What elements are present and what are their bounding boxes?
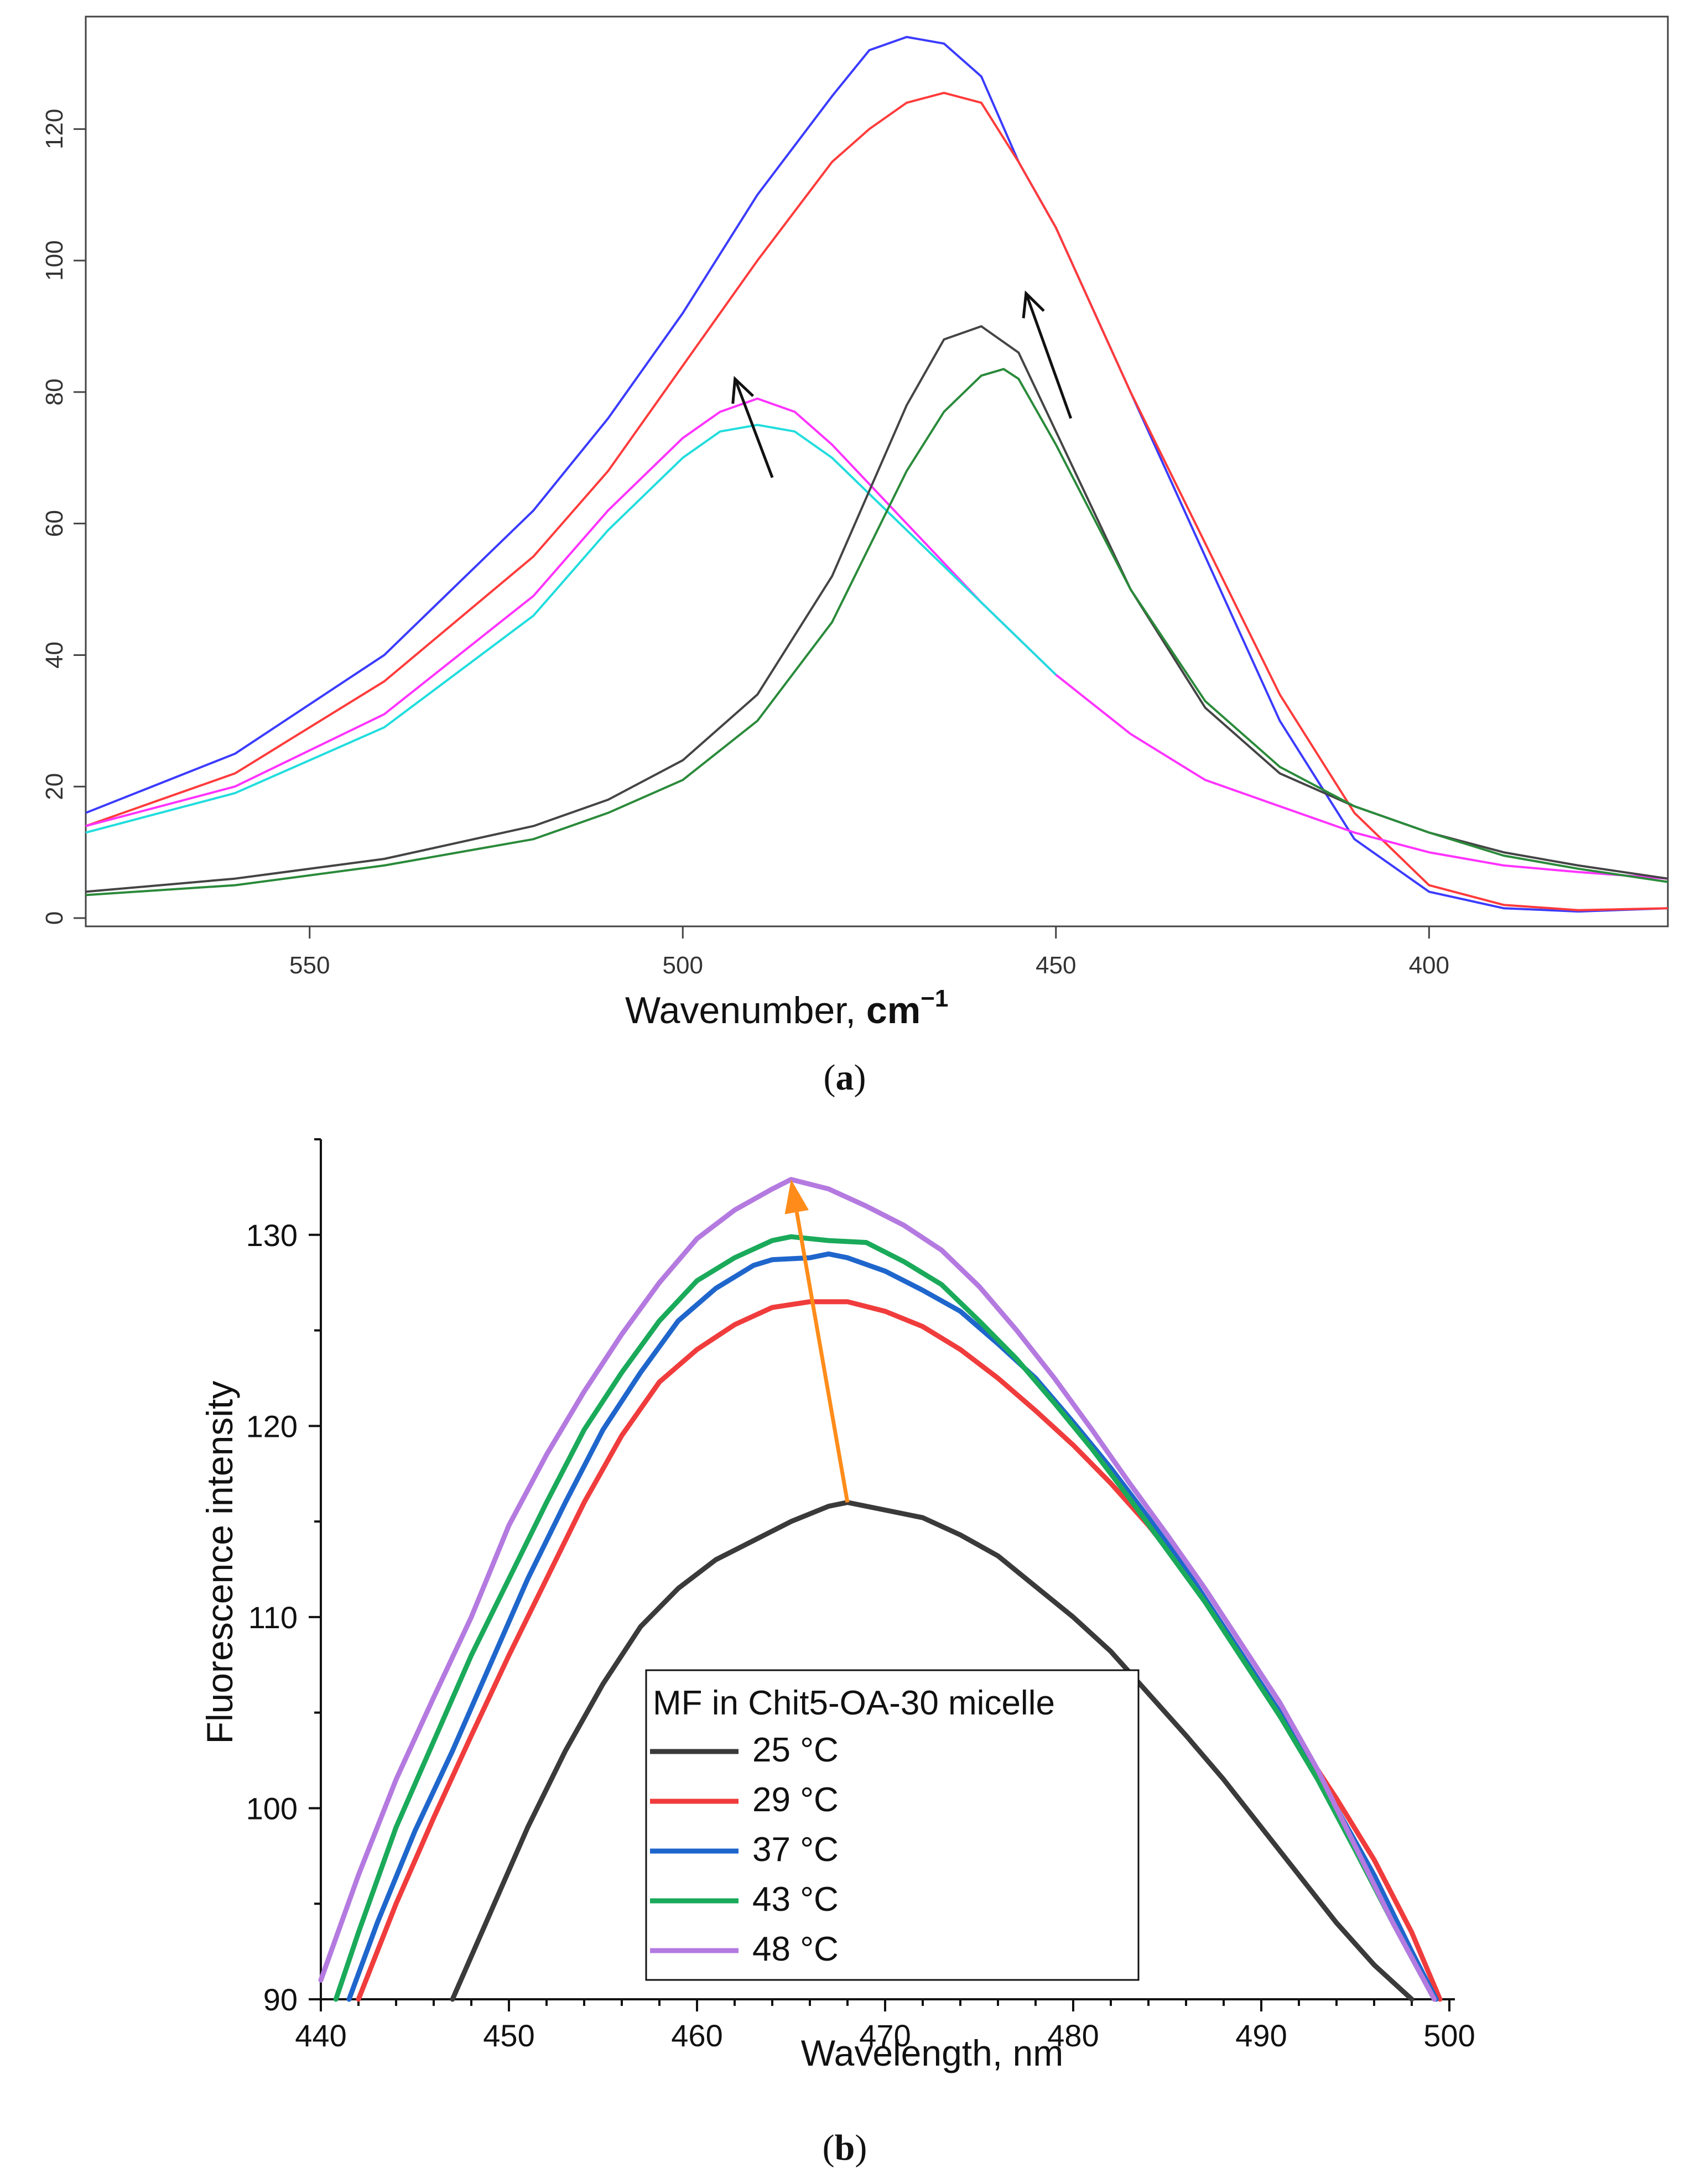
trend-arrow-head bbox=[731, 376, 755, 404]
x-tick-label: 450 bbox=[483, 2018, 534, 2053]
y-tick-label: 120 bbox=[41, 109, 68, 149]
legend-item: 43 °C bbox=[650, 1880, 839, 1919]
x-tick-label: 440 bbox=[295, 2018, 346, 2053]
trend-arrow-shaft bbox=[794, 1212, 850, 1503]
y-tick-label: 80 bbox=[41, 378, 68, 405]
legend-label: 29 °C bbox=[752, 1781, 839, 1819]
trend-arrow-head bbox=[784, 1179, 809, 1215]
panel-a-annotations bbox=[731, 290, 1073, 478]
series-gray-line bbox=[85, 325, 1668, 893]
y-tick-label: 110 bbox=[248, 1600, 298, 1635]
panel-b-x-axis: 440 450 460 470 480 490 500 bbox=[295, 1999, 1475, 2053]
legend-item: 48 °C bbox=[650, 1930, 839, 1968]
y-tick-label: 90 bbox=[263, 1982, 298, 2017]
legend-title: MF in Chit5-OA-30 micelle bbox=[653, 1684, 1055, 1722]
y-tick-label: 100 bbox=[246, 1791, 298, 1826]
trend-arrow bbox=[784, 1179, 850, 1503]
panel-b-series-group bbox=[318, 1177, 1443, 2002]
legend-label: 48 °C bbox=[752, 1930, 839, 1968]
legend-box bbox=[645, 1669, 1140, 1981]
panel-b-annotations bbox=[784, 1179, 850, 1503]
y-tick-label: 0 bbox=[41, 911, 68, 925]
trend-arrow bbox=[1022, 290, 1073, 419]
legend-item: 29 °C bbox=[650, 1781, 839, 1819]
legend-label: 43 °C bbox=[752, 1880, 839, 1919]
series-line bbox=[318, 1177, 1437, 2002]
series-magenta-line bbox=[85, 397, 1668, 880]
trend-arrow bbox=[731, 376, 774, 478]
panel-b-y-axis-label: Fluorescence intensity bbox=[199, 1381, 240, 1744]
series-cyan-line bbox=[85, 424, 1057, 834]
x-tick-label: 550 bbox=[289, 952, 330, 979]
x-tick-label: 480 bbox=[1047, 2018, 1099, 2053]
trend-arrow-shaft bbox=[734, 378, 774, 478]
y-tick-label: 60 bbox=[41, 510, 68, 537]
panel-a: 0 20 40 60 80 100 120 550 500 450 400 Wavenumber,… bbox=[41, 15, 1669, 1098]
panel-a-x-axis-label: Wavenumber, cm−1 bbox=[625, 985, 948, 1031]
panel-a-series-group bbox=[85, 35, 1668, 913]
x-tick-label: 500 bbox=[663, 952, 703, 979]
panel-a-y-axis: 0 20 40 60 80 100 120 bbox=[41, 109, 86, 925]
y-tick-label: 20 bbox=[41, 773, 68, 800]
panel-a-frame bbox=[85, 15, 1669, 927]
panel-b-y-axis: 90 100 110 120 130 bbox=[246, 1138, 321, 2017]
legend-item: 25 °C bbox=[650, 1731, 839, 1769]
panel-a-x-axis: 550 500 450 400 bbox=[289, 926, 1449, 979]
x-tick-label: 400 bbox=[1409, 952, 1449, 979]
x-tick-label: 500 bbox=[1423, 2018, 1475, 2053]
series-red-line bbox=[85, 91, 1668, 911]
trend-arrow-head bbox=[1022, 290, 1045, 319]
panel-a-caption: (a) bbox=[824, 1057, 866, 1098]
x-tick-label: 450 bbox=[1036, 952, 1076, 979]
series-line bbox=[333, 1234, 1437, 2002]
panel-b-caption: (b) bbox=[823, 2128, 867, 2168]
legend-items: 25 °C 29 °C 37 °C 43 °C 48 °C bbox=[650, 1731, 839, 1968]
panel-b-x-axis-label: Wavelength, nm bbox=[801, 2032, 1063, 2073]
legend-label: 25 °C bbox=[752, 1731, 839, 1769]
x-tick-label: 490 bbox=[1235, 2018, 1287, 2053]
x-tick-label: 470 bbox=[859, 2018, 911, 2053]
trend-arrow-shaft bbox=[1025, 293, 1073, 419]
legend: MF in Chit5-OA-30 micelle 25 °C 29 °C 37 °… bbox=[645, 1669, 1140, 1981]
series-green-line bbox=[85, 368, 1668, 896]
series-line bbox=[450, 1500, 1415, 2002]
legend-item: 37 °C bbox=[650, 1831, 839, 1869]
y-tick-label: 100 bbox=[41, 240, 68, 280]
y-tick-label: 40 bbox=[41, 642, 68, 669]
y-tick-label: 120 bbox=[246, 1409, 298, 1443]
y-tick-label: 130 bbox=[246, 1218, 298, 1253]
series-blue-line bbox=[85, 35, 1668, 913]
legend-label: 37 °C bbox=[752, 1831, 839, 1869]
x-tick-label: 460 bbox=[671, 2018, 722, 2053]
panel-b: 90 100 110 120 130 440 450 460 470 480 490 500 Flu… bbox=[199, 1138, 1475, 2168]
